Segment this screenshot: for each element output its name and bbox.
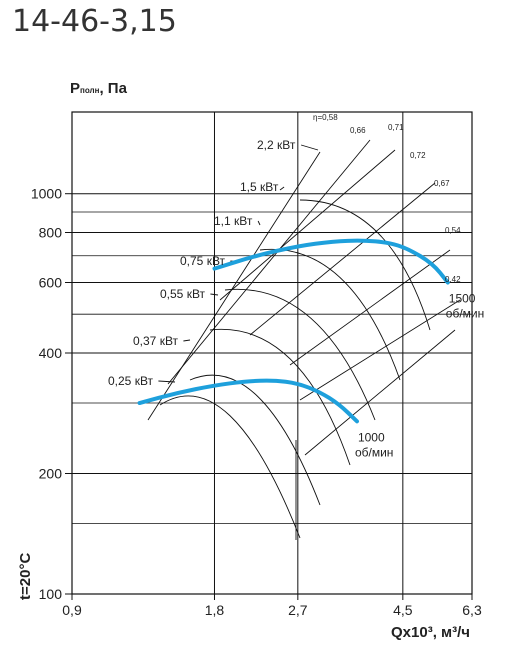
- power-label: 0,75 кВт: [180, 254, 226, 268]
- series-label: 1000: [358, 430, 385, 444]
- efficiency-ray: [147, 151, 321, 421]
- chart-labels: 0,9 1,8 2,7 4,5 6,3 100 200 400 600 800 1000 2,2 кВ…: [31, 113, 484, 618]
- y-axis-label-unit: , Па: [99, 80, 127, 97]
- speed-arc: [299, 199, 431, 331]
- efficiency-label: 0,42: [445, 275, 461, 284]
- efficiency-label: 0,72: [410, 151, 426, 160]
- y-tick-label: 1000: [31, 186, 62, 202]
- power-label: 0,37 кВт: [133, 334, 179, 348]
- fan-diagram-lines: [147, 139, 461, 540]
- y-tick-label: 800: [39, 225, 63, 241]
- power-label: 2,2 кВт: [257, 138, 296, 152]
- speed-arc: [189, 374, 321, 506]
- speed-arc: [224, 288, 376, 421]
- series-line: [137, 378, 359, 424]
- page-title: 14-46-3,15: [12, 4, 177, 39]
- power-leader: [279, 186, 285, 191]
- power-leader: [257, 220, 261, 226]
- series-label-unit: об/мин: [446, 307, 484, 321]
- power-label: 0,55 кВт: [160, 287, 206, 301]
- series-lines: [137, 238, 450, 424]
- speed-arc: [209, 328, 351, 466]
- power-label: 0,25 кВт: [108, 374, 154, 388]
- efficiency-ray: [304, 329, 456, 456]
- power-leader: [300, 144, 319, 151]
- y-tick-label: 200: [39, 466, 63, 482]
- y-axis-label-sub: полн: [80, 86, 100, 95]
- power-label: 1,5 кВт: [240, 180, 279, 194]
- series-label-unit: об/мин: [355, 445, 393, 459]
- efficiency-label: 0,71: [388, 123, 404, 132]
- x-tick-label: 0,9: [62, 602, 82, 618]
- power-leader: [158, 380, 176, 383]
- efficiency-ray: [299, 299, 461, 401]
- y-tick-label: 400: [39, 345, 63, 361]
- power-label: 1,1 кВт: [214, 214, 253, 228]
- x-axis-label: Qx10³, м³/ч: [391, 624, 470, 641]
- power-leader: [210, 293, 219, 296]
- y-tick-label: 100: [39, 586, 63, 602]
- efficiency-ray: [289, 249, 451, 366]
- y-axis-label: Pполн, Па: [70, 80, 128, 97]
- efficiency-label: 0,54: [445, 226, 461, 235]
- efficiency-ray: [167, 139, 371, 385]
- speed-arc: [259, 248, 401, 381]
- efficiency-label: η=0,58: [313, 113, 338, 122]
- efficiency-label: 0,66: [350, 126, 366, 135]
- power-leader: [183, 339, 191, 342]
- x-tick-label: 4,5: [393, 602, 413, 618]
- y-axis-label-main: P: [70, 80, 80, 97]
- efficiency-ray: [249, 182, 436, 336]
- y-tick-label: 600: [39, 275, 63, 291]
- temperature-label: t=20°C: [17, 553, 34, 600]
- x-tick-label: 6,3: [462, 602, 482, 618]
- speed-arc: [159, 395, 301, 539]
- efficiency-ray: [219, 149, 396, 301]
- series-label: 1500: [449, 292, 476, 306]
- x-tick-label: 2,7: [288, 602, 308, 618]
- series-line: [212, 238, 450, 285]
- efficiency-label: 0,67: [434, 179, 450, 188]
- x-tick-label: 1,8: [205, 602, 225, 618]
